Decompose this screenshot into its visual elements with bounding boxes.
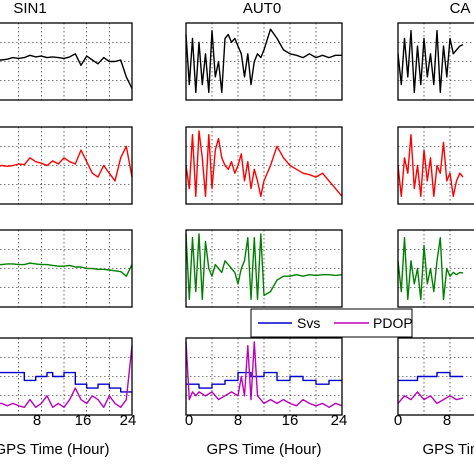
panel-c2-r3 — [185, 229, 343, 308]
panel-frame — [397, 22, 474, 101]
column-title-sin1: SIN1 — [13, 0, 46, 17]
panel-c2-r2 — [185, 126, 343, 205]
panel-frame — [397, 126, 474, 205]
panel-c3-r4 — [397, 337, 474, 416]
series-line — [397, 236, 464, 300]
legend: Svs PDOP — [250, 308, 413, 338]
legend-label-pdop: PDOP — [373, 315, 413, 331]
panel-frame — [397, 337, 474, 416]
panel-frame — [0, 22, 133, 101]
x-tick-label: 16 — [282, 412, 299, 429]
x-tick-label: 8 — [234, 412, 242, 429]
panel-c3-r2 — [397, 126, 474, 205]
panel-frame — [0, 126, 133, 205]
x-tick-label: 8 — [33, 412, 41, 429]
column-title-ca: CA — [450, 0, 471, 17]
x-tick-label: 0 — [394, 412, 402, 429]
series-line — [185, 233, 343, 300]
series-line — [185, 130, 343, 198]
x-tick-label: 0 — [185, 412, 193, 429]
x-tick-label: 24 — [331, 412, 348, 429]
panel-background — [0, 127, 132, 204]
series-line — [0, 262, 133, 277]
series-line — [397, 30, 464, 94]
x-ticks-col1: 8 16 24 — [33, 412, 137, 429]
panel-grid — [0, 22, 474, 416]
column-title-aut0: AUT0 — [243, 0, 281, 17]
x-tick-label: 24 — [120, 412, 137, 429]
series-line-svs — [0, 371, 132, 393]
series-line-pdop — [397, 391, 464, 405]
x-axis-label-col2: GPS Time (Hour) — [206, 441, 321, 458]
panel-c3-r3 — [397, 229, 474, 308]
x-tick-label: 8 — [443, 412, 451, 429]
series-line-svs — [186, 371, 342, 389]
series-line — [185, 28, 342, 94]
panel-frame — [0, 229, 133, 308]
series-line-pdop — [185, 341, 343, 408]
series-line-svs — [398, 371, 463, 382]
panel-frame — [0, 337, 133, 416]
x-axis-label-col1: GPS Time (Hour) — [0, 441, 110, 458]
x-axis-label-col3: GPS Time (Hour) — [422, 441, 474, 458]
series-line — [397, 133, 464, 198]
panel-c1-r1 — [0, 22, 133, 101]
panel-c2-r4 — [185, 337, 343, 416]
panel-c2-r1 — [185, 22, 343, 101]
series-line — [0, 53, 133, 89]
panel-c1-r2 — [0, 126, 133, 205]
x-ticks-col2: 0 8 16 24 — [185, 412, 348, 429]
panel-background — [0, 338, 132, 415]
legend-label-svs: Svs — [297, 315, 320, 331]
x-ticks-col3: 0 8 — [394, 412, 451, 429]
panel-frame — [397, 229, 474, 308]
panel-c1-r3 — [0, 229, 133, 308]
series-line-pdop — [0, 345, 133, 408]
panel-frame — [185, 22, 343, 101]
panel-c1-r4 — [0, 337, 133, 416]
panel-frame — [185, 229, 343, 308]
panel-frame — [185, 126, 343, 205]
panel-frame — [185, 337, 343, 416]
panel-background — [0, 230, 132, 307]
series-line — [0, 145, 133, 182]
panel-c3-r1 — [397, 22, 474, 101]
x-tick-label: 16 — [75, 412, 92, 429]
